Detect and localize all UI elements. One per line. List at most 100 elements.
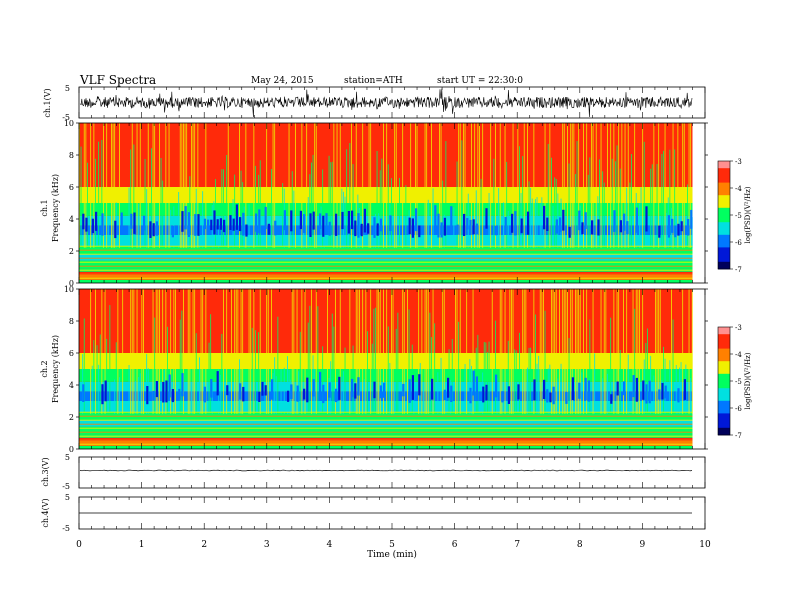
low-power-pocket: [658, 225, 661, 238]
spectral-column: [394, 123, 396, 248]
low-power-pocket: [571, 377, 574, 400]
ytick-label: 8: [69, 317, 74, 326]
low-power-pocket: [472, 370, 475, 396]
spectral-column: [264, 384, 266, 414]
spectral-column: [283, 367, 285, 414]
spectral-column: [122, 289, 124, 414]
spectral-column: [663, 346, 664, 414]
low-power-pocket: [143, 215, 146, 231]
spectral-column: [523, 289, 525, 414]
spectral-column: [327, 289, 328, 414]
spectral-column: [362, 289, 364, 414]
low-power-pocket: [303, 388, 306, 400]
ch1-channel-label: ch.1: [40, 199, 49, 216]
colorbar-segment: [718, 234, 730, 237]
low-power-pocket: [674, 225, 677, 238]
spectral-column: [506, 161, 508, 248]
low-power-pocket: [450, 206, 453, 230]
low-power-pocket: [357, 377, 360, 396]
colorbar-segment: [718, 189, 730, 192]
colorbar-segment: [718, 240, 730, 243]
colorbar-segment: [718, 166, 730, 169]
low-power-pocket: [255, 213, 258, 232]
spectral-column: [240, 170, 242, 248]
spectral-column: [568, 163, 570, 248]
spectral-column: [634, 308, 636, 414]
spectral-column: [170, 289, 172, 414]
spectral-column: [235, 289, 237, 414]
frequency-band: [79, 254, 693, 261]
ch3-ytick-neg5: -5: [62, 482, 70, 491]
spectral-column: [464, 123, 466, 248]
ch2-frequency-ylabel: Frequency (kHz): [51, 335, 60, 403]
low-power-pocket: [584, 212, 587, 229]
spectral-column: [168, 123, 170, 248]
spectral-column: [376, 289, 378, 414]
colorbar-segment: [718, 258, 730, 261]
low-power-pocket: [447, 377, 450, 398]
spectral-column: [205, 123, 207, 248]
colorbar-segment: [718, 209, 730, 212]
low-power-pocket: [552, 386, 555, 405]
colorbar-segment: [718, 368, 730, 371]
spectral-column: [152, 123, 154, 248]
spectral-column: [202, 289, 204, 414]
spectral-column: [536, 197, 538, 248]
spectral-column: [600, 289, 602, 414]
spectral-column: [477, 334, 479, 414]
colorbar-segment: [718, 197, 730, 200]
low-power-pocket: [418, 225, 421, 238]
colorbar-segment: [718, 393, 730, 396]
spectral-column: [315, 123, 317, 248]
low-power-pocket: [101, 213, 104, 236]
low-power-pocket: [514, 211, 517, 236]
colorbar-segment: [718, 170, 730, 173]
spectral-column: [155, 289, 157, 414]
low-power-pocket: [155, 221, 158, 236]
low-power-pocket: [171, 389, 174, 403]
spectral-column: [389, 363, 391, 414]
low-power-pocket: [149, 221, 152, 238]
spectral-column: [682, 289, 684, 414]
low-power-pocket: [527, 211, 530, 235]
spectral-column: [687, 184, 688, 248]
spectral-column: [511, 289, 512, 414]
spectral-column: [306, 123, 308, 248]
spectral-column: [535, 314, 536, 414]
spectral-column: [440, 123, 442, 248]
low-power-pocket: [242, 386, 245, 402]
spectral-column: [392, 218, 394, 248]
low-power-pocket: [472, 219, 475, 235]
ch4-ytick-neg5: -5: [62, 524, 70, 533]
spectral-column: [595, 123, 597, 248]
colorbar-segment: [718, 222, 730, 225]
spectral-column: [93, 340, 95, 414]
spectral-column: [135, 380, 136, 414]
low-power-pocket: [181, 373, 184, 397]
spectral-column: [96, 345, 98, 414]
colorbar-segment: [718, 211, 730, 214]
low-power-pocket: [418, 374, 421, 396]
colorbar-segment: [718, 413, 730, 416]
spectral-column: [267, 289, 269, 414]
spectral-column: [562, 123, 564, 248]
spectral-column: [287, 356, 288, 414]
low-power-pocket: [360, 223, 363, 237]
spectral-column: [391, 178, 392, 248]
spectral-column: [607, 123, 608, 248]
low-power-pocket: [485, 208, 488, 229]
spectral-column: [544, 310, 546, 414]
low-power-pocket: [495, 374, 498, 398]
spectral-column: [541, 289, 543, 414]
spectral-column: [691, 289, 693, 414]
spectral-column: [223, 169, 224, 248]
spectral-column: [619, 350, 621, 414]
spectral-column: [522, 156, 524, 248]
colorbar-segment: [718, 422, 730, 425]
frequency-band: [79, 369, 693, 382]
spectral-column: [395, 123, 397, 248]
ytick-label: 4: [69, 381, 74, 390]
spectral-column: [274, 357, 276, 414]
colorbar-segment: [718, 263, 730, 266]
colorbar-segment: [718, 261, 730, 264]
